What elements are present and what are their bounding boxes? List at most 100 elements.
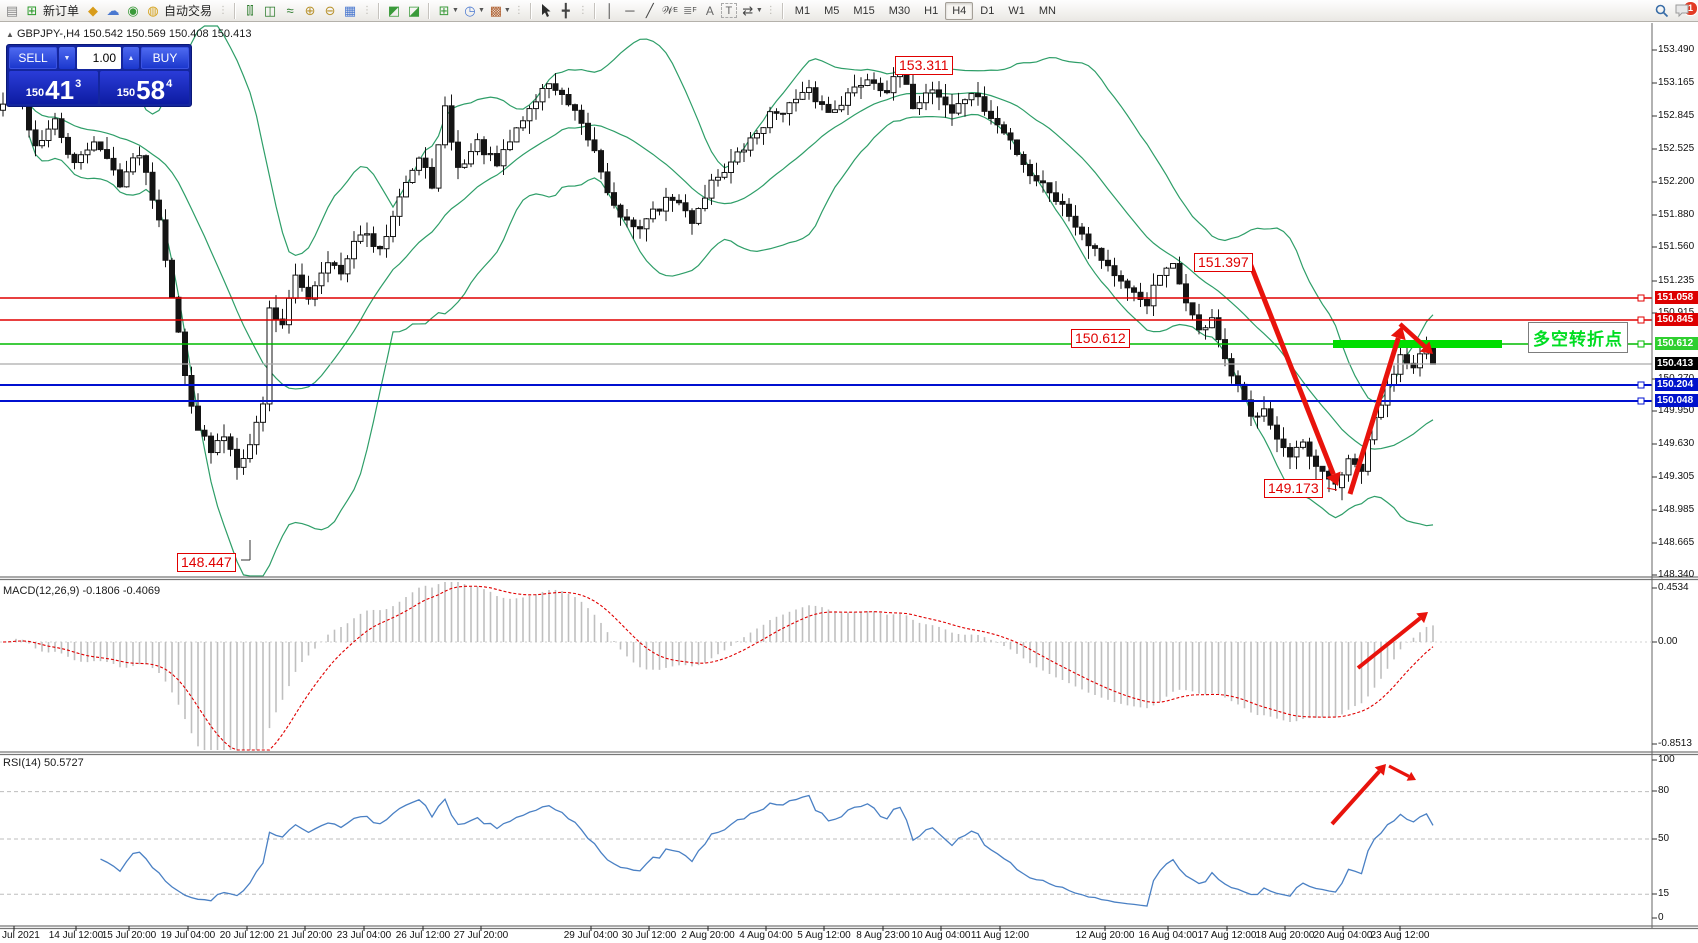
price-level-label: 150.413 [1655, 357, 1698, 370]
volume-increase-button[interactable]: ▲ [123, 47, 139, 69]
dropdown-arrow-icon[interactable]: ▼ [477, 7, 485, 14]
rsi-axis-tick: 100 [1658, 754, 1675, 765]
rsi-axis-tick: 15 [1658, 888, 1670, 899]
line-chart-mode-icon[interactable]: ≈ [286, 2, 294, 18]
volume-decrease-button[interactable]: ▼ [59, 47, 75, 69]
volume-input[interactable]: 1.00 [77, 47, 121, 69]
price-annotation-box[interactable]: 149.173 [1264, 479, 1323, 498]
price-annotation-box[interactable]: 148.447 [177, 553, 236, 572]
dropdown-arrow-icon[interactable]: ▼ [503, 7, 511, 14]
timeframe-button-d1[interactable]: D1 [980, 4, 995, 17]
price-axis-tick: 152.525 [1658, 143, 1695, 154]
toolbar-grip: ⋮ [218, 5, 229, 16]
timeframe-button-m5[interactable]: M5 [824, 4, 840, 17]
arrows-tool-icon[interactable]: ⇄ [742, 2, 754, 18]
timeframe-button-h4[interactable]: H4 [945, 1, 974, 20]
crosshair-icon[interactable]: ╋ [561, 2, 570, 18]
rsi-header: RSI(14) 50.5727 [3, 757, 84, 769]
price-annotation-box[interactable]: 153.311 [895, 56, 953, 75]
autotrade-label[interactable]: 自动交易 [164, 4, 213, 18]
trendline-tool-icon[interactable]: ╱ [645, 2, 654, 18]
price-axis-tick: 149.630 [1658, 438, 1695, 449]
add-indicator-icon[interactable]: ⊞ [438, 2, 450, 18]
macd-axis-tick: -0.8513 [1658, 738, 1692, 749]
timeframe-button-m30[interactable]: M30 [888, 4, 911, 17]
signals-icon[interactable]: ◉ [127, 2, 139, 18]
cursor-icon[interactable] [537, 2, 555, 20]
buy-button[interactable]: BUY [141, 47, 189, 69]
period-clock-icon[interactable]: ◷ [464, 2, 476, 18]
price-axis-tick: 151.880 [1658, 209, 1695, 220]
sell-price-display[interactable]: 150 41 3 [9, 71, 98, 104]
rsi-axis-tick: 0 [1658, 912, 1664, 923]
chat-icon[interactable]: 1 [1673, 0, 1698, 20]
tile-windows-icon[interactable]: ▦ [343, 2, 357, 18]
price-axis-tick: 148.665 [1658, 537, 1695, 548]
price-axis-tick: 149.950 [1658, 405, 1695, 416]
dropdown-arrow-icon[interactable]: ▼ [755, 7, 763, 14]
auto-scroll-icon[interactable]: ◩ [387, 2, 401, 18]
price-axis-tick: 151.560 [1658, 241, 1695, 252]
text-label-tool-icon[interactable]: T [720, 3, 737, 18]
price-axis-tick: 148.340 [1658, 569, 1695, 580]
toolbar-grip: ⋮ [765, 5, 776, 16]
search-icon[interactable] [1653, 2, 1671, 20]
price-level-label: 150.845 [1655, 313, 1698, 326]
dropdown-arrow-icon[interactable]: ▼ [452, 7, 459, 14]
time-axis-label: 11 Aug 12:00 [970, 930, 1030, 941]
timeframe-button-m15[interactable]: M15 [853, 4, 875, 17]
horizontal-line-tool-icon[interactable]: ─ [625, 2, 635, 18]
time-axis-label: 8 Aug 23:00 [856, 930, 910, 941]
time-axis-label: 16 Aug 04:00 [1138, 930, 1198, 941]
toolbar-grip: ⋮ [362, 5, 373, 16]
price-axis-tick: 153.165 [1658, 77, 1695, 88]
time-axis-label: 21 Jul 20:00 [277, 930, 333, 941]
buy-price-display[interactable]: 150 58 4 [100, 71, 189, 104]
price-level-label: 151.058 [1655, 291, 1698, 304]
timeframe-button-w1[interactable]: W1 [1008, 4, 1025, 17]
time-axis-label: 30 Jul 12:00 [621, 930, 677, 941]
zoom-in-icon[interactable]: ⊕ [304, 2, 316, 18]
zoom-out-icon[interactable]: ⊖ [324, 2, 336, 18]
fibonacci-tool-icon[interactable]: ≣ F [683, 4, 697, 17]
timeframe-toolbar: M1 M5 M15 M30 H1 H4 D1 W1 MN [788, 1, 1063, 20]
timeframe-button-h1[interactable]: H1 [924, 4, 939, 17]
vertical-line-tool-icon[interactable]: │ [605, 2, 614, 18]
price-annotation-box[interactable]: 150.612 [1071, 329, 1130, 348]
price-axis-tick: 150.915 [1658, 307, 1694, 318]
candle-chart-mode-icon[interactable]: ◫ [263, 2, 277, 18]
price-axis-tick: 151.235 [1658, 275, 1695, 286]
bar-chart-mode-icon[interactable]: ⫿⫿ [246, 4, 254, 17]
main-toolbar: ▤ ⊞ 新订单 ◆ ☁ ◉ ◍ 自动交易 ⋮ ⫿⫿ ◫ ≈ ⊕ ⊖ ▦ ⋮ ◩ … [0, 0, 1698, 22]
time-axis-label: 18 Aug 20:00 [1255, 930, 1315, 941]
market-watch-icon[interactable]: ☁ [106, 2, 120, 18]
time-axis-label: 19 Jul 04:00 [160, 930, 216, 941]
chart-symbol-header: ▲ GBPJPY-,H4 150.542 150.569 150.408 150… [6, 28, 252, 40]
sell-button[interactable]: SELL [9, 47, 57, 69]
macd-axis-tick: 0.00 [1658, 636, 1678, 647]
price-axis-tick: 153.490 [1658, 44, 1695, 55]
timeframe-button-m1[interactable]: M1 [794, 4, 811, 17]
time-axis-label: 20 Jul 12:00 [219, 930, 275, 941]
turning-point-label[interactable]: 多空转折点 [1528, 322, 1628, 353]
time-axis-label: 23 Aug 12:00 [1370, 930, 1430, 941]
templates-icon[interactable]: ▩ [489, 2, 503, 18]
chart-shift-icon[interactable]: ◪ [407, 2, 421, 18]
price-level-label: 150.048 [1655, 394, 1698, 407]
navigator-icon[interactable]: ◆ [88, 2, 99, 18]
time-axis-label: 5 Aug 12:00 [797, 930, 851, 941]
price-annotation-box[interactable]: 151.397 [1194, 253, 1253, 272]
text-tool-icon[interactable]: A [705, 3, 714, 18]
autotrade-icon[interactable]: ◍ [147, 2, 159, 18]
timeframe-button-mn[interactable]: MN [1038, 4, 1056, 17]
time-axis-label: 20 Aug 04:00 [1313, 930, 1373, 941]
chart-window-icon[interactable]: ▤ [5, 2, 19, 18]
time-axis-label: 12 Aug 20:00 [1075, 930, 1135, 941]
time-axis-label: 26 Jul 12:00 [395, 930, 451, 941]
new-order-label[interactable]: 新订单 [43, 4, 80, 18]
time-axis-label: 27 Jul 20:00 [453, 930, 509, 941]
time-axis-label: 4 Aug 04:00 [739, 930, 793, 941]
new-order-icon[interactable]: ⊞ [26, 2, 38, 18]
